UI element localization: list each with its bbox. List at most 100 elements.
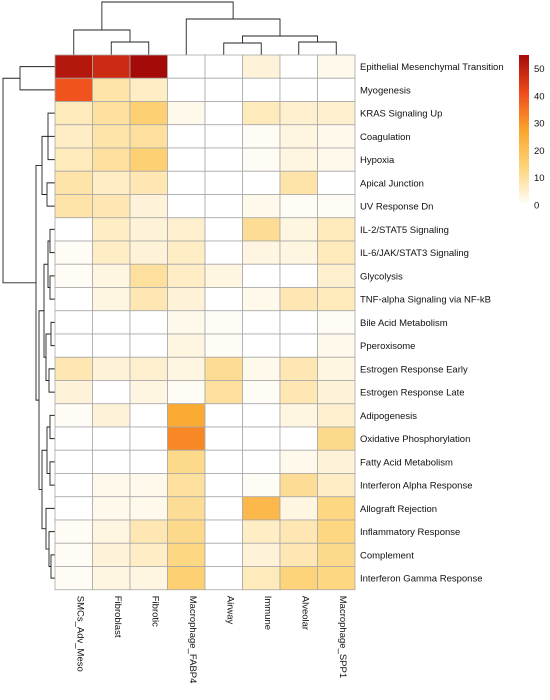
heatmap-cell bbox=[167, 403, 206, 428]
heatmap-cell bbox=[242, 519, 281, 544]
heatmap-cell bbox=[92, 287, 131, 312]
dendrogram-branch bbox=[49, 461, 55, 486]
row-label: Hypoxia bbox=[360, 155, 395, 166]
heatmap-cell bbox=[279, 449, 318, 474]
heatmap-cell bbox=[317, 263, 356, 288]
heatmap-cell bbox=[242, 542, 281, 567]
heatmap-cell bbox=[242, 147, 281, 172]
heatmap-cell bbox=[167, 426, 206, 451]
heatmap-cell bbox=[317, 403, 356, 428]
heatmap-cell bbox=[279, 426, 318, 451]
heatmap-cell bbox=[279, 496, 318, 521]
dendrogram-branch bbox=[45, 507, 55, 550]
heatmap-cell bbox=[92, 194, 131, 219]
dendrogram-branch bbox=[49, 414, 55, 440]
dendrogram-branch bbox=[46, 182, 55, 207]
heatmap-cell bbox=[167, 566, 206, 591]
heatmap-cell bbox=[279, 217, 318, 242]
row-label: Coagulation bbox=[360, 132, 411, 143]
heatmap-cell bbox=[279, 77, 318, 102]
heatmap-cell bbox=[242, 217, 281, 242]
heatmap-cell bbox=[92, 473, 131, 498]
column-dendrogram bbox=[73, 1, 337, 55]
heatmap-cell bbox=[92, 519, 131, 544]
heatmap-cell bbox=[204, 310, 243, 335]
heatmap-cell bbox=[317, 333, 356, 358]
heatmap-cell bbox=[204, 194, 243, 219]
heatmap-cell bbox=[54, 473, 93, 498]
heatmap-cell bbox=[129, 473, 168, 498]
heatmap-cell bbox=[54, 542, 93, 567]
colorbar-tick-label: 0 bbox=[534, 201, 539, 212]
heatmap-cell bbox=[92, 566, 131, 591]
heatmap-cell bbox=[204, 287, 243, 312]
heatmap-cell bbox=[317, 54, 356, 79]
row-label: Myogenesis bbox=[360, 85, 411, 96]
heatmap-cell bbox=[54, 170, 93, 195]
heatmap-cell bbox=[242, 77, 281, 102]
heatmap-cell bbox=[167, 287, 206, 312]
row-label: KRAS Signaling Up bbox=[360, 109, 442, 120]
heatmap-cell bbox=[317, 287, 356, 312]
dendrogram-branch bbox=[45, 333, 51, 381]
row-label: Adipogenesis bbox=[360, 411, 417, 422]
dendrogram-branch bbox=[48, 368, 55, 393]
row-label: Allograft Rejection bbox=[360, 504, 437, 515]
heatmap-cell bbox=[167, 124, 206, 149]
dendrogram-branch bbox=[73, 29, 131, 55]
heatmap-cell bbox=[129, 263, 168, 288]
heatmap-cell bbox=[54, 54, 93, 79]
heatmap-cell bbox=[204, 77, 243, 102]
heatmap-cell bbox=[129, 496, 168, 521]
heatmap-cell bbox=[279, 124, 318, 149]
heatmap-cell bbox=[167, 356, 206, 381]
heatmap-cell bbox=[204, 519, 243, 544]
column-label: Immune bbox=[262, 596, 273, 630]
heatmap-cell bbox=[317, 542, 356, 567]
dendrogram-branch bbox=[185, 18, 281, 55]
heatmap-cell bbox=[129, 217, 168, 242]
column-label: Fibrotic bbox=[149, 596, 160, 627]
dendrogram-branch bbox=[110, 41, 150, 55]
colorbar-tick-label: 50 bbox=[534, 64, 545, 75]
heatmap-cell bbox=[279, 380, 318, 405]
heatmap-cell bbox=[92, 54, 131, 79]
heatmap-cell bbox=[204, 473, 243, 498]
heatmap-cell bbox=[317, 519, 356, 544]
heatmap-cell bbox=[92, 380, 131, 405]
heatmap-cell bbox=[167, 496, 206, 521]
row-label: Bile Acid Metabolism bbox=[360, 318, 448, 329]
heatmap-cell bbox=[204, 54, 243, 79]
heatmap-cell bbox=[129, 403, 168, 428]
heatmap-cell bbox=[129, 240, 168, 265]
heatmap-cell bbox=[54, 147, 93, 172]
row-label: Estrogen Response Early bbox=[360, 364, 468, 375]
heatmap-cell bbox=[54, 194, 93, 219]
heatmap-cell bbox=[317, 449, 356, 474]
heatmap-cell bbox=[317, 147, 356, 172]
heatmap-cell bbox=[279, 519, 318, 544]
heatmap-cell bbox=[129, 194, 168, 219]
heatmap-cell bbox=[92, 170, 131, 195]
heatmap-cell bbox=[317, 194, 356, 219]
heatmap-cell bbox=[167, 240, 206, 265]
row-label: Interferon Gamma Response bbox=[360, 574, 483, 585]
heatmap-cell bbox=[204, 496, 243, 521]
heatmap-cell bbox=[54, 101, 93, 126]
heatmap-cell bbox=[279, 147, 318, 172]
dendrogram-branch bbox=[50, 321, 55, 347]
heatmap-cell bbox=[317, 473, 356, 498]
row-label: Complement bbox=[360, 550, 414, 561]
heatmap-cell bbox=[92, 310, 131, 335]
heatmap-cell bbox=[129, 519, 168, 544]
row-label: Apical Junction bbox=[360, 178, 424, 189]
dendrogram-branch bbox=[41, 135, 47, 195]
heatmap-cell bbox=[92, 496, 131, 521]
heatmap-cell bbox=[242, 54, 281, 79]
heatmap-cell bbox=[167, 101, 206, 126]
colorbar-gradient bbox=[519, 55, 529, 205]
row-dendrogram bbox=[2, 66, 55, 579]
heatmap-cell bbox=[92, 240, 131, 265]
heatmap-cell bbox=[317, 101, 356, 126]
heatmap-cell bbox=[129, 101, 168, 126]
